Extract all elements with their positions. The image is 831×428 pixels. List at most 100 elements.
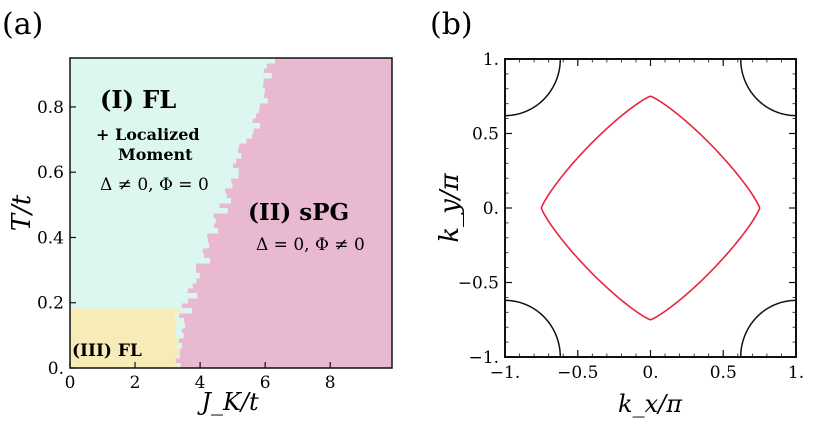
phase-I-condition: Δ ≠ 0, Φ = 0 xyxy=(100,175,209,195)
phase-I-cell xyxy=(70,133,253,139)
phase-III-label: (III) FL xyxy=(72,341,142,361)
phase-I-cell xyxy=(70,198,231,204)
x-tick-label: 0. xyxy=(642,363,658,383)
phase-I-cell xyxy=(70,258,210,264)
phase-I-cell xyxy=(70,228,219,234)
phase-I-cell xyxy=(70,233,208,239)
phase-I-cell xyxy=(70,183,233,189)
phase-I-cell xyxy=(70,298,189,304)
x-tick-label: 1. xyxy=(788,363,804,383)
phase-I-cell xyxy=(70,98,268,104)
panel-b-frame xyxy=(504,58,797,358)
phase-I-cell xyxy=(70,263,197,269)
phase-I-cell xyxy=(70,68,264,74)
phase-I-cell xyxy=(70,173,239,179)
phase-I-cell xyxy=(70,113,257,119)
phase-III-cell xyxy=(70,323,176,329)
panel-a-frame xyxy=(69,57,393,369)
x-tick-label: −1. xyxy=(490,363,520,383)
panel-b-label: (b) xyxy=(430,7,473,42)
phase-I-cell xyxy=(70,268,196,274)
panel-a-axis-ticks: 0 2 4 6 8 0. 0.2 0.4 0.6 0.8 xyxy=(37,98,336,393)
y-tick-label: 0.6 xyxy=(37,163,64,183)
phase-I-cell xyxy=(70,158,237,164)
phase-diagram-panel: (a) 0 2 4 6 8 0. 0.2 0.4 0.6 0.8 (I) FL + Localiz… xyxy=(2,7,393,416)
x-tick-label: 0 xyxy=(65,373,76,393)
phase-I-cell xyxy=(70,138,247,144)
phase-I-sublabel-2: Moment xyxy=(118,145,193,164)
phase-I-cell xyxy=(70,128,254,134)
y-tick-label: −0.5 xyxy=(458,274,499,294)
phase-I-cell xyxy=(70,108,259,114)
phase-III-cell xyxy=(70,313,175,319)
fermi-surface-curve xyxy=(540,95,761,321)
phase-I-cell xyxy=(70,283,193,289)
phase-I-cell xyxy=(70,78,264,84)
phase-III-cell xyxy=(70,348,180,354)
phase-I-cell xyxy=(70,303,182,309)
phase-I-cell xyxy=(70,83,264,89)
phase-I-cell xyxy=(70,178,232,184)
panel-b-xlabel: k_x/π xyxy=(618,390,683,418)
phase-I-cell xyxy=(70,248,203,254)
phase-I-cell xyxy=(70,58,276,64)
y-tick-label: 0.8 xyxy=(37,98,64,118)
phase-I-cell xyxy=(70,208,228,214)
phase-III-cell xyxy=(70,363,178,369)
phase-III-cell xyxy=(70,343,177,349)
phase-I-cell xyxy=(70,73,272,79)
phase-I-cell xyxy=(70,148,238,154)
x-tick-label: −0.5 xyxy=(557,363,598,383)
panel-b-axis-ticks: −1.−1. −0.5 −0.5 0. 0. 0.5 0.5 1. 1. xyxy=(458,50,804,383)
phase-I-cell xyxy=(70,273,200,279)
phase-II-label: (II) sPG xyxy=(248,199,349,226)
phase-III-cell xyxy=(70,338,180,344)
corner-arc xyxy=(504,299,562,358)
phase-I-cell xyxy=(70,123,261,129)
phase-I-cell xyxy=(70,168,239,174)
phase-I-cell xyxy=(70,88,265,94)
phase-I-cell xyxy=(70,288,188,294)
x-tick-label: 2 xyxy=(130,373,141,393)
phase-I-cell xyxy=(70,223,214,229)
y-tick-label: −1. xyxy=(469,348,499,368)
phase-I-cell xyxy=(70,153,242,159)
phase-II-condition: Δ = 0, Φ ≠ 0 xyxy=(256,235,365,255)
phase-I-cell xyxy=(70,93,264,99)
panel-a-label: (a) xyxy=(2,7,43,42)
phase-I-cell xyxy=(70,193,227,199)
phase-I-cell xyxy=(70,63,267,69)
phase-III-cell xyxy=(70,328,176,334)
y-tick-label: 0.4 xyxy=(37,228,64,248)
phase-I-label: (I) FL xyxy=(100,85,176,114)
phase-I-cell xyxy=(70,218,216,224)
phase-III-cell xyxy=(70,358,176,364)
y-tick-label: 0. xyxy=(48,359,64,379)
panel-a-xlabel: J_K/t xyxy=(196,388,259,416)
phase-I-cell xyxy=(70,118,253,124)
phase-I-cell xyxy=(70,238,208,244)
phase-III-cell xyxy=(70,353,178,359)
phase-III-cell xyxy=(70,308,181,314)
panel-b-ylabel: k_y/π xyxy=(435,172,465,242)
fermi-surface-panel: (b) −1.−1. −0.5 −0.5 0. 0. 0.5 0.5 1. 1. k_x/π k… xyxy=(430,7,804,418)
y-tick-label: 0.2 xyxy=(37,294,64,314)
phase-I-cell xyxy=(70,278,197,284)
x-tick-label: 4 xyxy=(195,373,206,393)
phase-heatmap xyxy=(70,58,392,369)
phase-I-cell xyxy=(70,213,214,219)
phase-I-sublabel-1: + Localized xyxy=(96,125,200,144)
corner-arc xyxy=(739,299,797,358)
phase-I-cell xyxy=(70,293,198,299)
y-tick-label: 0.5 xyxy=(472,125,499,145)
fermi-surface-curves xyxy=(504,58,797,358)
x-tick-label: 0.5 xyxy=(710,363,737,383)
phase-I-cell xyxy=(70,243,210,249)
panel-a-ylabel: T/t xyxy=(7,194,37,231)
phase-I-cell xyxy=(70,253,204,259)
phase-I-cell xyxy=(70,143,240,149)
phase-I-cell xyxy=(70,163,234,169)
phase-I-cell xyxy=(70,103,260,109)
phase-III-cell xyxy=(70,318,178,324)
